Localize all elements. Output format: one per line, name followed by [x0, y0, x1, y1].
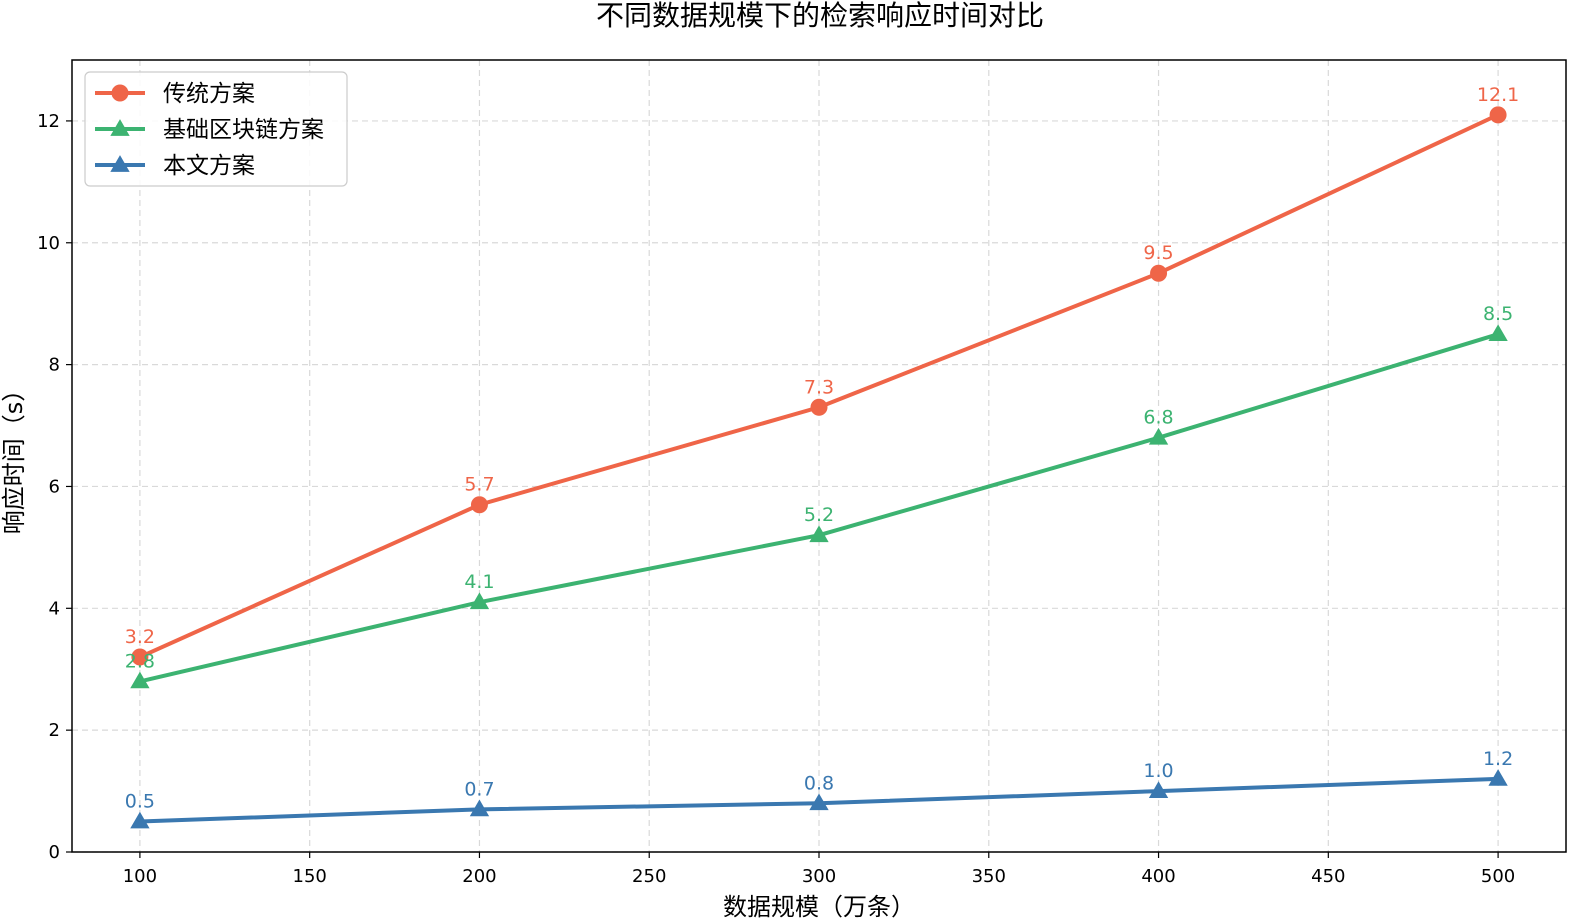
data-label: 12.1	[1477, 84, 1519, 106]
y-axis-title: 响应时间（s）	[0, 378, 28, 535]
y-tick-label: 8	[49, 355, 60, 376]
x-tick-label: 450	[1311, 866, 1345, 887]
legend-marker	[110, 119, 130, 136]
x-tick-label: 300	[802, 866, 836, 887]
data-label: 4.1	[464, 571, 494, 593]
data-label: 2.8	[125, 650, 155, 672]
x-tick-label: 150	[293, 866, 327, 887]
data-point	[1148, 781, 1169, 798]
y-tick-label: 4	[49, 598, 60, 619]
data-label: 0.7	[464, 778, 494, 800]
axis-ticks: 100 150 200 250 300 350 400 450 500 0 2 4 6 8 10 12	[37, 111, 1515, 887]
data-point	[1489, 106, 1507, 124]
data-label: 8.5	[1483, 303, 1513, 325]
x-axis-title: 数据规模（万条）	[723, 893, 915, 921]
x-tick-label: 350	[972, 866, 1006, 887]
data-point	[469, 799, 490, 817]
x-tick-label: 250	[632, 866, 666, 887]
y-tick-label: 10	[37, 233, 60, 254]
y-tick-label: 6	[49, 476, 60, 497]
legend-label: 本文方案	[163, 153, 255, 179]
data-point	[809, 525, 829, 543]
data-label: 7.3	[804, 376, 834, 398]
data-point	[1150, 264, 1168, 282]
y-tick-label: 12	[37, 111, 60, 132]
chart-title: 不同数据规模下的检索响应时间对比	[596, 0, 1044, 32]
data-point	[1488, 324, 1508, 342]
legend-box	[84, 71, 348, 187]
data-point	[131, 648, 149, 666]
legend-marker	[110, 155, 130, 172]
data-label: 3.2	[125, 626, 155, 648]
data-label: 1.0	[1143, 760, 1173, 782]
data-point	[469, 592, 490, 610]
data-point	[810, 398, 828, 416]
data-label: 6.8	[1143, 407, 1173, 429]
data-label: 1.2	[1483, 748, 1513, 770]
series-group	[130, 769, 1508, 829]
data-point	[1488, 769, 1508, 786]
data-point	[809, 793, 829, 811]
data-label: 0.8	[804, 772, 834, 794]
data-label: 9.5	[1143, 242, 1173, 264]
legend-label: 传统方案	[163, 81, 255, 107]
y-tick-label: 0	[49, 842, 60, 863]
data-label: 5.7	[464, 474, 494, 496]
y-tick-label: 2	[49, 720, 60, 741]
x-tick-label: 500	[1481, 866, 1515, 887]
series-group	[131, 106, 1507, 666]
legend-label: 基础区块链方案	[163, 117, 324, 143]
data-point	[130, 671, 150, 689]
data-point	[1148, 427, 1169, 445]
data-point	[130, 811, 150, 829]
data-point	[470, 496, 488, 514]
legend-marker	[111, 84, 129, 102]
x-tick-label: 200	[462, 866, 496, 887]
x-tick-label: 400	[1141, 866, 1175, 887]
series-layer	[130, 106, 1508, 829]
series-group	[130, 324, 1508, 689]
data-labels: 3.2 5.7 7.3 9.5 12.1 2.8 4.1 5.2 6.8 8.5 0.5 0.7 0.8…	[125, 84, 1519, 813]
data-label: 5.2	[804, 504, 834, 526]
x-tick-label: 100	[123, 866, 157, 887]
data-label: 0.5	[125, 791, 155, 813]
